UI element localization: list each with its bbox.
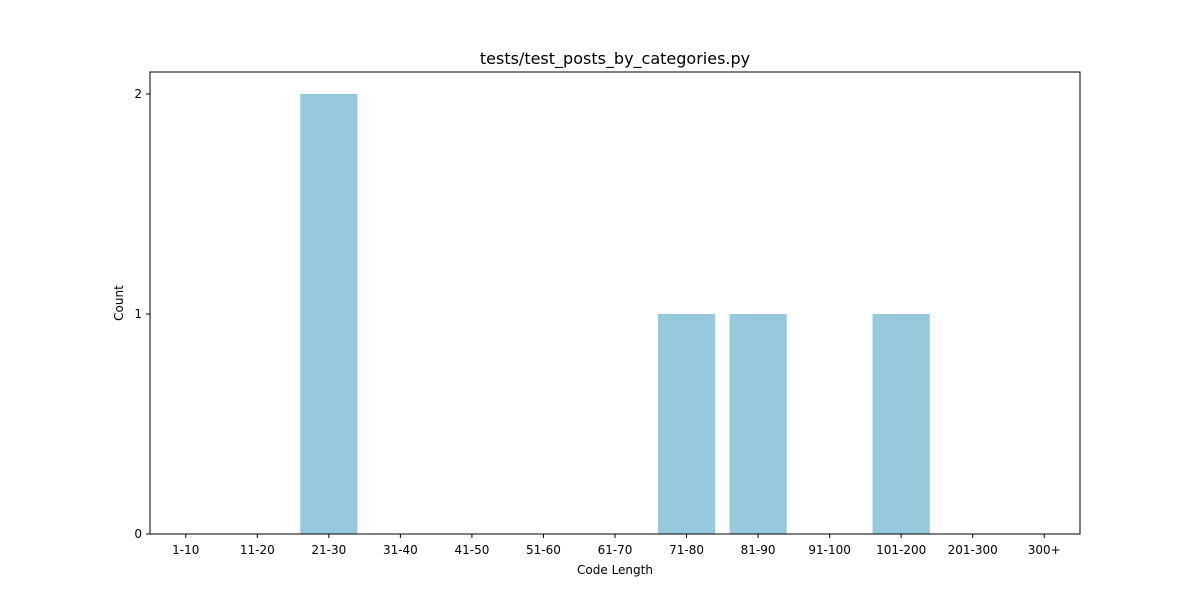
y-tick-label: 1 [134,307,142,321]
x-axis: 1-10 11-20 21-30 31-40 41-50 51-60 61-70 71-80 8… [172,534,1061,557]
x-tick-label: 51-60 [526,543,561,557]
y-axis-label: Count [112,285,126,321]
x-tick-label: 1-10 [172,543,199,557]
bar-101-200 [872,314,930,534]
x-tick-label: 201-300 [948,543,998,557]
x-tick-label: 31-40 [383,543,418,557]
x-tick-label: 91-100 [808,543,851,557]
x-tick-label: 101-200 [876,543,926,557]
bar-21-30 [300,94,358,534]
chart-title: tests/test_posts_by_categories.py [480,49,750,69]
x-tick-label: 11-20 [240,543,275,557]
x-tick-label: 71-80 [669,543,704,557]
bars-layer [300,94,930,534]
bar-81-90 [729,314,787,534]
y-tick-label: 0 [134,527,142,541]
x-tick-label: 61-70 [598,543,633,557]
y-axis: 0 1 2 [134,87,150,541]
x-axis-label: Code Length [577,563,653,577]
bar-71-80 [657,314,716,534]
x-tick-label: 21-30 [311,543,346,557]
x-tick-label: 41-50 [454,543,489,557]
y-tick-label: 2 [134,87,142,101]
x-tick-label: 300+ [1028,543,1061,557]
x-tick-label: 81-90 [741,543,776,557]
